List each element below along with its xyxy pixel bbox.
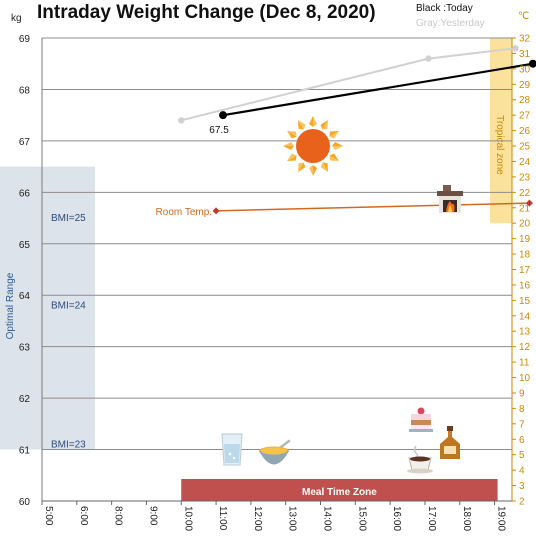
tropical-zone-band <box>490 38 512 224</box>
x-tick-label-8: 14:00 <box>322 506 333 531</box>
data-point-yesterday-1 <box>425 55 432 62</box>
room-temp-label: Room Temp. <box>156 207 213 218</box>
data-label-today-0: 67.5 <box>209 125 229 136</box>
bmi-label-1: BMI=24 <box>51 301 86 312</box>
data-point-yesterday-0 <box>178 117 185 124</box>
chart-title: Intraday Weight Change (Dec 8, 2020) <box>37 2 376 23</box>
room-temp-line <box>216 202 530 212</box>
y2-tick-label-6: 6 <box>519 435 525 446</box>
y2-tick-label-15: 15 <box>519 296 531 307</box>
y2-tick-label-2: 2 <box>519 497 525 508</box>
right-unit-label: ℃ <box>518 11 529 22</box>
y2-tick-label-25: 25 <box>519 142 531 153</box>
y-tick-label-63: 63 <box>19 343 31 354</box>
y2-tick-label-29: 29 <box>519 80 531 91</box>
y2-tick-label-17: 17 <box>519 265 531 276</box>
y2-tick-label-8: 8 <box>519 404 525 415</box>
y-tick-label-66: 66 <box>19 188 31 199</box>
sun-icon <box>283 116 343 176</box>
y2-tick-label-5: 5 <box>519 450 525 461</box>
series-line-yesterday <box>181 47 516 122</box>
bmi-label-0: BMI=25 <box>51 213 86 224</box>
x-tick-label-10: 16:00 <box>391 506 402 531</box>
data-point-today-0 <box>219 111 228 120</box>
optimal-range-band <box>0 166 95 450</box>
y-tick-label-61: 61 <box>19 446 31 457</box>
x-tick-label-6: 12:00 <box>252 506 263 531</box>
x-tick-label-11: 17:00 <box>426 506 437 531</box>
y-tick-label-60: 60 <box>19 497 31 508</box>
x-tick-label-3: 9:00 <box>147 506 158 526</box>
background-layer <box>0 38 512 501</box>
y2-tick-label-10: 10 <box>519 373 531 384</box>
y-tick-label-68: 68 <box>19 85 31 96</box>
x-tick-label-9: 15:00 <box>356 506 367 531</box>
water-glass-icon <box>221 433 243 466</box>
x-tick-label-12: 18:00 <box>461 506 472 531</box>
y2-tick-label-26: 26 <box>519 126 531 137</box>
x-tick-label-4: 10:00 <box>182 506 193 531</box>
coffee-cup-icon <box>407 445 433 474</box>
y2-tick-label-12: 12 <box>519 342 531 353</box>
legend-yesterday: Gray:Yesterday <box>416 18 485 29</box>
y2-tick-label-21: 21 <box>519 203 531 214</box>
meal-time-zone-band <box>181 479 498 501</box>
fireplace-icon <box>437 185 463 213</box>
meal-time-zone-label: Meal Time Zone <box>302 487 377 498</box>
y2-tick-label-30: 30 <box>519 64 531 75</box>
series-line-today <box>222 62 534 117</box>
x-tick-label-13: 19:00 <box>496 506 507 531</box>
grid-layer <box>41 37 516 505</box>
y2-tick-label-3: 3 <box>519 481 525 492</box>
y2-tick-label-28: 28 <box>519 95 531 106</box>
y2-tick-label-9: 9 <box>519 388 525 399</box>
x-tick-label-5: 11:00 <box>217 506 228 531</box>
y2-tick-label-23: 23 <box>519 172 531 183</box>
y2-tick-label-11: 11 <box>519 358 530 369</box>
soup-bowl-icon <box>259 439 291 465</box>
y2-tick-label-13: 13 <box>519 327 531 338</box>
bmi-label-2: BMI=23 <box>51 439 86 450</box>
data-point-yesterday-2 <box>512 45 519 52</box>
room-temp-point-0 <box>212 207 220 215</box>
whisky-bottle-icon <box>440 426 460 459</box>
y2-tick-label-14: 14 <box>519 311 531 322</box>
y-tick-label-67: 67 <box>19 137 31 148</box>
y-tick-label-69: 69 <box>19 34 31 45</box>
y-tick-label-62: 62 <box>19 394 31 405</box>
y2-tick-label-19: 19 <box>519 234 531 245</box>
y2-tick-label-18: 18 <box>519 250 531 261</box>
y2-tick-label-31: 31 <box>519 49 531 60</box>
y2-tick-label-4: 4 <box>519 466 525 477</box>
y2-tick-label-24: 24 <box>519 157 531 168</box>
cake-icon <box>409 407 433 432</box>
y2-tick-label-32: 32 <box>519 34 531 45</box>
y2-tick-label-20: 20 <box>519 219 531 230</box>
icon-layer <box>221 116 463 474</box>
y-tick-label-65: 65 <box>19 240 31 251</box>
y2-tick-label-16: 16 <box>519 280 531 291</box>
x-tick-label-2: 8:00 <box>113 506 124 526</box>
left-unit-label: kg <box>11 13 22 24</box>
room-temp-point-1 <box>525 199 533 207</box>
y2-tick-label-7: 7 <box>519 419 525 430</box>
tropical-zone-label: Tropical zone <box>494 115 505 175</box>
data-point-today-1 <box>528 59 536 68</box>
y-tick-label-64: 64 <box>19 291 31 302</box>
x-tick-label-1: 6:00 <box>78 506 89 526</box>
y2-tick-label-22: 22 <box>519 188 531 199</box>
x-tick-label-0: 5:00 <box>43 506 54 526</box>
y2-tick-label-27: 27 <box>519 111 531 122</box>
series-layer <box>178 45 536 215</box>
x-tick-label-7: 13:00 <box>287 506 298 531</box>
legend-today: Black :Today <box>416 3 473 14</box>
optimal-range-label: Optimal Range <box>5 272 16 339</box>
